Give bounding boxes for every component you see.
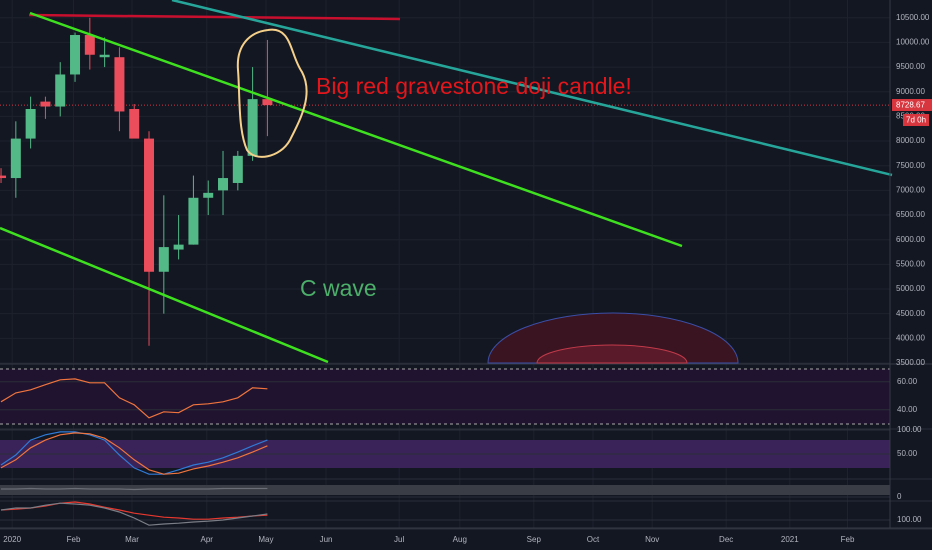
countdown: 7d 0h bbox=[906, 116, 926, 125]
candle-body bbox=[114, 57, 125, 112]
indicator-panes: 40.00 60.00 50.00 100.00 0 100.00 bbox=[0, 363, 932, 530]
y-tick-label: 40.00 bbox=[897, 405, 918, 414]
x-tick-label: 2020 bbox=[3, 535, 21, 544]
y-tick-label: 100.00 bbox=[897, 425, 922, 434]
candle-body bbox=[129, 108, 140, 139]
candle-body bbox=[84, 35, 95, 55]
candle-body bbox=[0, 175, 7, 179]
x-tick-label: Mar bbox=[125, 535, 139, 544]
candle-body bbox=[173, 244, 184, 250]
candle-body bbox=[188, 197, 199, 245]
y-tick-label: 8000.00 bbox=[896, 136, 925, 145]
indicator-line bbox=[1, 487, 268, 491]
y-tick-label: 100.00 bbox=[897, 515, 922, 524]
x-tick-label: Aug bbox=[453, 535, 467, 544]
x-tick-label: Feb bbox=[841, 535, 855, 544]
candle-body bbox=[99, 54, 110, 58]
y-tick-label: 6500.00 bbox=[896, 210, 925, 219]
x-tick-label: Apr bbox=[201, 535, 214, 544]
candle-body bbox=[247, 99, 258, 156]
x-tick-label: Nov bbox=[645, 535, 659, 544]
indicator-line bbox=[0, 431, 268, 475]
pane-band bbox=[0, 369, 890, 424]
candle-body bbox=[40, 101, 51, 107]
x-tick-label: Oct bbox=[587, 535, 600, 544]
indicator-line bbox=[0, 501, 268, 520]
last-price-label: 8728.67 bbox=[896, 101, 925, 110]
y-tick-label: 3500.00 bbox=[896, 358, 925, 367]
indicator-line bbox=[0, 378, 268, 419]
highlight-blob bbox=[236, 28, 308, 158]
indicator-line bbox=[0, 432, 268, 475]
x-tick-label: May bbox=[258, 535, 273, 544]
y-tick-label: 9000.00 bbox=[896, 87, 925, 96]
y-tick-label: 5000.00 bbox=[896, 284, 925, 293]
y-tick-label: 60.00 bbox=[897, 377, 918, 386]
annotation: C wave bbox=[300, 275, 377, 301]
last-price-box bbox=[892, 99, 932, 111]
candle-body bbox=[218, 178, 229, 191]
resistance-line bbox=[28, 13, 401, 21]
candle-body bbox=[203, 192, 214, 198]
x-tick-label: Jun bbox=[320, 535, 333, 544]
candle-body bbox=[25, 108, 36, 139]
y-tick-label: 9500.00 bbox=[896, 62, 925, 71]
candles bbox=[0, 17, 273, 346]
arc-inner bbox=[536, 344, 688, 364]
annotation: Big red gravestone doji candle! bbox=[316, 73, 632, 99]
x-tick-label: Sep bbox=[527, 535, 542, 544]
x-tick-label: 2021 bbox=[781, 535, 799, 544]
x-tick-label: Jul bbox=[394, 535, 404, 544]
candle-body bbox=[10, 138, 21, 179]
candle-body bbox=[232, 155, 243, 183]
x-tick-label: Feb bbox=[67, 535, 81, 544]
indicator-line bbox=[0, 502, 268, 526]
y-tick-label: 50.00 bbox=[897, 449, 918, 458]
y-tick-label: 10500.00 bbox=[896, 13, 930, 22]
y-tick-label: 4500.00 bbox=[896, 309, 925, 318]
candle-body bbox=[144, 138, 155, 272]
pane-band bbox=[0, 485, 890, 495]
y-tick-label: 4000.00 bbox=[896, 333, 925, 342]
y-tick-label: 10000.00 bbox=[896, 38, 930, 47]
candle-body bbox=[55, 74, 66, 107]
candle-body bbox=[158, 247, 169, 272]
x-tick-label: Dec bbox=[719, 535, 733, 544]
channel-bottom bbox=[0, 226, 329, 364]
y-tick-label: 7500.00 bbox=[896, 161, 925, 170]
y-tick-label: 0 bbox=[897, 492, 902, 501]
candle-body bbox=[70, 35, 81, 75]
y-tick-label: 6000.00 bbox=[896, 235, 925, 244]
channel-top bbox=[29, 11, 683, 248]
y-tick-label: 5500.00 bbox=[896, 259, 925, 268]
trend-line bbox=[171, 0, 893, 177]
countdown-box bbox=[903, 114, 929, 126]
candle-body bbox=[262, 99, 273, 106]
y-tick-label: 7000.00 bbox=[896, 185, 925, 194]
arc-outer bbox=[487, 312, 739, 364]
